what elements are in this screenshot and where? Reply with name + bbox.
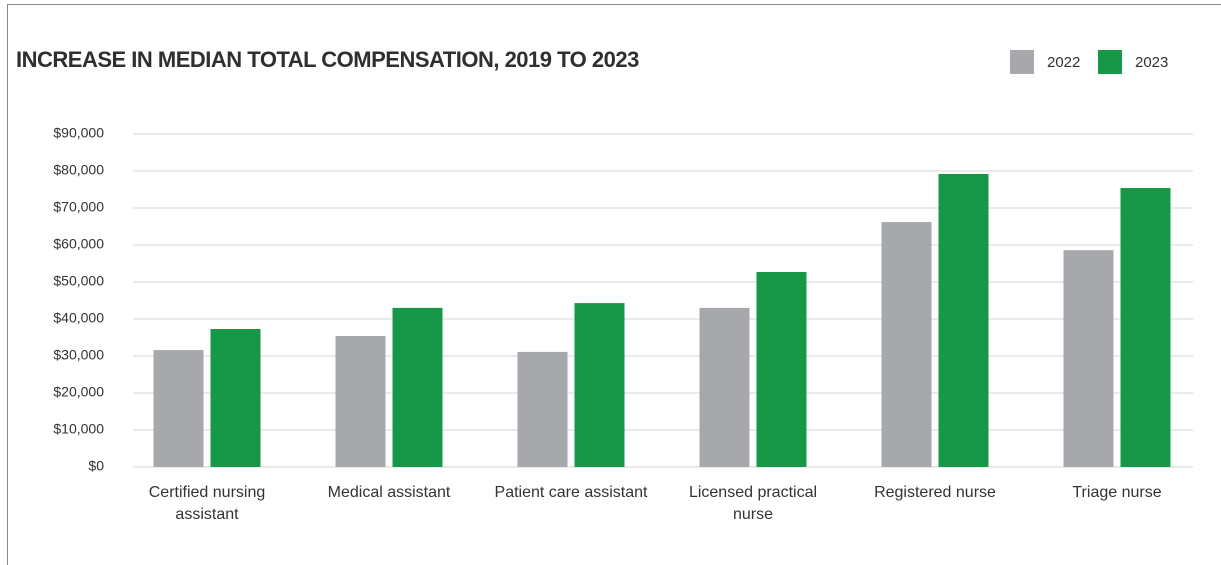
chart-title: INCREASE IN MEDIAN TOTAL COMPENSATION, 2… (16, 47, 639, 72)
bar (1063, 250, 1114, 467)
bar (392, 307, 443, 467)
page: INCREASE IN MEDIAN TOTAL COMPENSATION, 2… (7, 4, 1221, 565)
bar (699, 307, 750, 467)
y-tick-label: $10,000 (53, 421, 104, 437)
y-tick-label: $70,000 (53, 199, 104, 215)
x-tick-label: Patient care assistant (494, 484, 648, 501)
bar (756, 272, 807, 467)
x-tick-label: Licensed practical nurse (688, 484, 818, 523)
y-tick-label: $80,000 (53, 162, 104, 178)
bar (210, 328, 261, 467)
bar (938, 173, 989, 467)
bar (153, 350, 204, 467)
y-tick-label: $0 (88, 458, 104, 474)
legend-swatch (1098, 50, 1122, 74)
legend-label: 2023 (1135, 54, 1168, 71)
y-tick-label: $90,000 (53, 125, 104, 141)
y-tick-label: $50,000 (53, 273, 104, 289)
legend-swatch (1010, 50, 1034, 74)
bar (1120, 188, 1171, 467)
bar (881, 222, 932, 467)
y-tick-label: $30,000 (53, 347, 104, 363)
y-tick-label: $20,000 (53, 384, 104, 400)
x-tick-label: Registered nurse (874, 484, 996, 501)
frame (7, 4, 1221, 565)
bar (574, 303, 625, 467)
y-tick-label: $60,000 (53, 236, 104, 252)
x-tick-label: Medical assistant (327, 484, 451, 501)
legend-label: 2022 (1047, 54, 1080, 71)
y-tick-label: $40,000 (53, 310, 104, 326)
bar (517, 351, 568, 467)
x-tick-label: Triage nurse (1072, 484, 1162, 501)
x-tick-label: Certified nursing assistant (148, 484, 266, 523)
chart: INCREASE IN MEDIAN TOTAL COMPENSATION, 2… (16, 47, 1193, 474)
bar (335, 336, 386, 467)
